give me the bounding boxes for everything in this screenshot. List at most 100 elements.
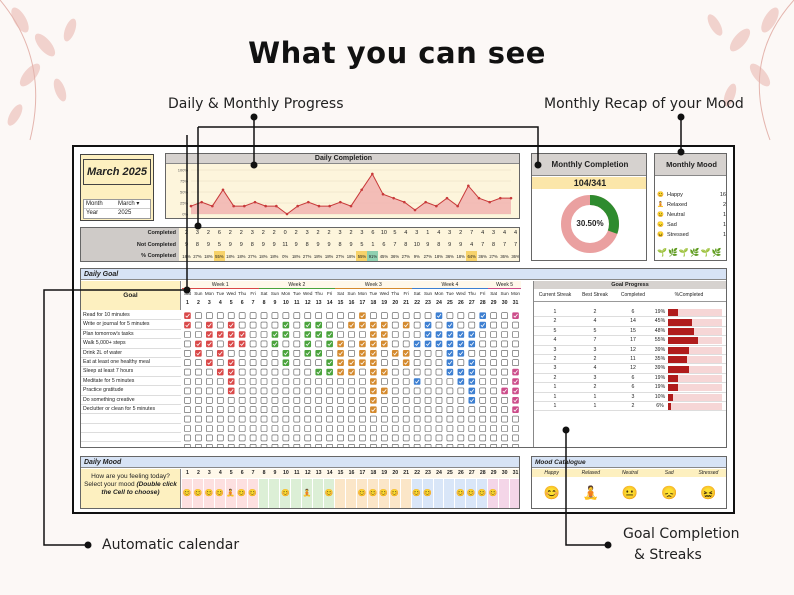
goal-checkbox[interactable] [293,425,301,432]
goal-checkbox[interactable] [206,406,213,413]
goal-checkbox[interactable] [326,434,333,442]
goal-checkbox[interactable] [512,331,519,338]
goal-checkbox[interactable] [238,312,246,320]
goal-checkbox[interactable] [501,312,508,320]
goal-checkbox[interactable] [348,434,355,442]
mood-cell[interactable] [444,479,456,508]
goal-checkbox[interactable] [391,387,399,395]
goal-checkbox[interactable] [260,415,268,423]
mood-cell[interactable]: 🧘 [225,479,237,508]
goal-checkbox[interactable] [216,397,224,404]
goal-checkbox[interactable] [435,378,443,385]
goal-checkbox[interactable] [337,415,344,423]
goal-checkbox[interactable] [249,397,257,404]
goal-checkbox[interactable] [337,425,344,432]
goal-checkbox[interactable] [184,349,191,357]
goal-checkbox[interactable] [337,378,344,385]
goal-checkbox[interactable] [206,387,213,395]
goal-checkbox[interactable] [315,434,322,442]
goal-checkbox[interactable] [227,425,235,432]
goal-checkbox[interactable] [512,415,519,423]
mood-cell[interactable] [258,479,270,508]
goal-checkbox[interactable] [479,415,487,423]
goal-checkbox[interactable] [446,312,454,320]
goal-checkbox[interactable] [446,444,454,448]
goal-checkbox[interactable] [370,415,377,423]
mood-cell[interactable] [510,479,519,508]
goal-checkbox[interactable] [424,312,432,320]
mood-cell[interactable]: 😊 [214,479,226,508]
goal-checkbox[interactable] [435,397,443,404]
goal-checkbox[interactable] [359,434,366,442]
goal-checkbox[interactable] [359,397,366,404]
mood-cell[interactable]: 🧘 [302,479,314,508]
goal-checkbox[interactable] [260,397,268,404]
goal-checkbox[interactable] [337,406,344,413]
goal-checkbox[interactable] [479,359,487,367]
goal-checkbox[interactable] [413,415,421,423]
stressed-face-icon[interactable]: 😖 [700,485,717,500]
goal-checkbox[interactable] [413,444,421,448]
goal-checkbox[interactable] [391,321,399,329]
goal-checkbox[interactable] [457,359,465,367]
goal-checkbox[interactable] [402,425,410,432]
goal-checkbox[interactable] [512,425,519,432]
goal-checkbox[interactable] [260,378,268,385]
goal-checkbox[interactable] [282,387,290,395]
goal-checkbox[interactable] [479,340,487,348]
goal-checkbox[interactable] [304,425,312,432]
goal-checkbox[interactable] [238,434,246,442]
goal-checkbox[interactable] [249,425,257,432]
mood-cell[interactable]: 😊 [477,479,489,508]
mood-cell[interactable] [313,479,325,508]
goal-checkbox[interactable] [348,425,355,432]
goal-checkbox[interactable] [216,406,224,413]
goal-checkbox[interactable] [216,312,224,320]
goal-checkbox[interactable] [501,349,508,357]
goal-checkbox[interactable] [249,331,257,338]
goal-checkbox[interactable] [424,425,432,432]
goal-checkbox[interactable] [206,397,213,404]
goal-checkbox[interactable] [490,415,497,423]
goal-checkbox[interactable] [359,368,366,376]
goal-checkbox[interactable] [468,349,476,357]
goal-checkbox[interactable] [260,387,268,395]
goal-checkbox[interactable] [326,425,333,432]
goal-checkbox[interactable] [216,359,224,367]
goal-checkbox[interactable] [501,331,508,338]
goal-checkbox[interactable] [315,359,322,367]
goal-checkbox[interactable] [348,415,355,423]
goal-checkbox[interactable] [391,406,399,413]
goal-checkbox[interactable] [271,321,279,329]
goal-checkbox[interactable] [216,434,224,442]
goal-checkbox[interactable] [238,415,246,423]
goal-checkbox[interactable] [260,368,268,376]
goal-checkbox[interactable] [326,312,333,320]
goal-checkbox[interactable] [501,425,508,432]
goal-checkbox[interactable] [304,312,312,320]
goal-checkbox[interactable] [424,359,432,367]
goal-checkbox[interactable] [457,434,465,442]
goal-checkbox[interactable] [501,444,508,448]
month-select[interactable]: March ▾ [118,201,140,207]
goal-checkbox[interactable] [293,359,301,367]
goal-checkbox[interactable] [293,321,301,329]
goal-checkbox[interactable] [282,444,290,448]
goal-checkbox[interactable] [413,349,421,357]
goal-checkbox[interactable] [206,312,213,320]
mood-cell[interactable]: 😊 [466,479,478,508]
goal-checkbox[interactable] [501,378,508,385]
goal-checkbox[interactable] [260,359,268,367]
goal-checkbox[interactable] [293,378,301,385]
goal-checkbox[interactable] [501,397,508,404]
goal-checkbox[interactable] [359,425,366,432]
goal-checkbox[interactable] [293,406,301,413]
goal-checkbox[interactable] [435,387,443,395]
relaxed-face-icon[interactable]: 🧘 [582,485,599,500]
goal-checkbox[interactable] [381,444,388,448]
goal-checkbox[interactable] [271,444,279,448]
goal-checkbox[interactable] [195,312,202,320]
goal-checkbox[interactable] [479,349,487,357]
goal-checkbox[interactable] [293,312,301,320]
goal-checkbox[interactable] [249,321,257,329]
